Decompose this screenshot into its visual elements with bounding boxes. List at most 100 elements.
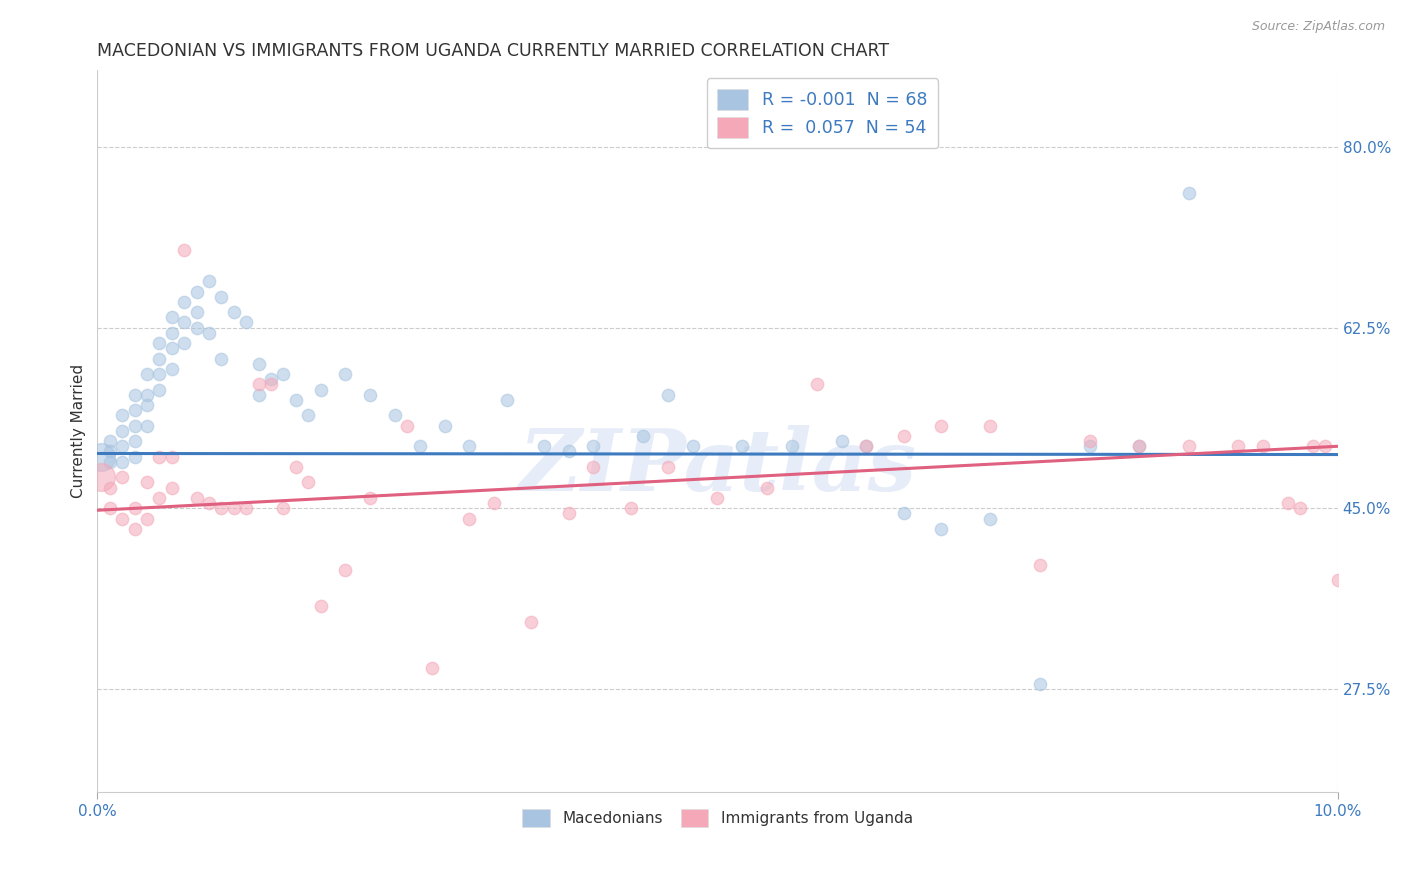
Point [929, 418, 952, 433]
Point [1315, 439, 1337, 453]
Point [979, 418, 1001, 433]
Point [893, 429, 915, 443]
Point [136, 367, 159, 381]
Point [160, 362, 183, 376]
Point [582, 439, 605, 453]
Point [396, 418, 419, 433]
Point [1128, 439, 1150, 453]
Point [682, 439, 704, 453]
Point [247, 377, 270, 392]
Point [1029, 558, 1052, 572]
Point [111, 424, 134, 438]
Point [173, 336, 195, 351]
Point [1029, 676, 1052, 690]
Text: MACEDONIAN VS IMMIGRANTS FROM UGANDA CURRENTLY MARRIED CORRELATION CHART: MACEDONIAN VS IMMIGRANTS FROM UGANDA CUR… [97, 42, 890, 60]
Point [284, 392, 307, 407]
Point [458, 511, 481, 525]
Point [160, 450, 183, 464]
Point [495, 392, 517, 407]
Point [198, 496, 221, 510]
Point [98, 434, 121, 449]
Point [148, 351, 170, 366]
Point [297, 475, 319, 490]
Point [284, 459, 307, 474]
Point [186, 320, 208, 334]
Point [1251, 439, 1274, 453]
Point [1289, 501, 1312, 516]
Point [831, 434, 853, 449]
Point [111, 511, 134, 525]
Point [297, 409, 319, 423]
Point [260, 372, 283, 386]
Point [979, 511, 1001, 525]
Point [198, 274, 221, 288]
Point [160, 326, 183, 340]
Point [247, 357, 270, 371]
Point [458, 439, 481, 453]
Text: ZIPatlas: ZIPatlas [519, 425, 917, 508]
Point [1227, 439, 1250, 453]
Point [420, 661, 443, 675]
Point [222, 305, 245, 319]
Point [209, 351, 232, 366]
Point [855, 439, 877, 453]
Point [806, 377, 828, 392]
Point [1078, 434, 1101, 449]
Point [273, 367, 295, 381]
Point [1178, 439, 1201, 453]
Point [173, 244, 195, 258]
Point [273, 501, 295, 516]
Point [582, 459, 605, 474]
Point [209, 501, 232, 516]
Point [111, 439, 134, 453]
Point [173, 294, 195, 309]
Point [247, 387, 270, 401]
Point [124, 501, 146, 516]
Point [111, 409, 134, 423]
Point [1078, 439, 1101, 453]
Point [111, 470, 134, 484]
Point [136, 398, 159, 412]
Point [148, 336, 170, 351]
Point [359, 491, 381, 505]
Point [160, 341, 183, 355]
Point [309, 383, 332, 397]
Point [98, 444, 121, 458]
Point [433, 418, 456, 433]
Point [309, 599, 332, 614]
Point [111, 455, 134, 469]
Point [557, 444, 579, 458]
Point [620, 501, 643, 516]
Point [855, 439, 877, 453]
Point [335, 367, 357, 381]
Point [124, 403, 146, 417]
Point [520, 615, 543, 629]
Point [124, 418, 146, 433]
Point [929, 522, 952, 536]
Point [222, 501, 245, 516]
Point [90, 450, 112, 464]
Point [235, 315, 257, 329]
Point [484, 496, 506, 510]
Point [124, 434, 146, 449]
Point [98, 501, 121, 516]
Point [1128, 439, 1150, 453]
Text: Source: ZipAtlas.com: Source: ZipAtlas.com [1251, 20, 1385, 33]
Point [1178, 186, 1201, 201]
Point [90, 470, 112, 484]
Point [1302, 439, 1324, 453]
Point [124, 387, 146, 401]
Point [557, 507, 579, 521]
Point [148, 383, 170, 397]
Point [631, 429, 654, 443]
Point [409, 439, 432, 453]
Point [98, 455, 121, 469]
Point [186, 305, 208, 319]
Point [186, 491, 208, 505]
Point [136, 511, 159, 525]
Point [198, 326, 221, 340]
Point [533, 439, 555, 453]
Point [1277, 496, 1299, 510]
Point [148, 367, 170, 381]
Point [780, 439, 803, 453]
